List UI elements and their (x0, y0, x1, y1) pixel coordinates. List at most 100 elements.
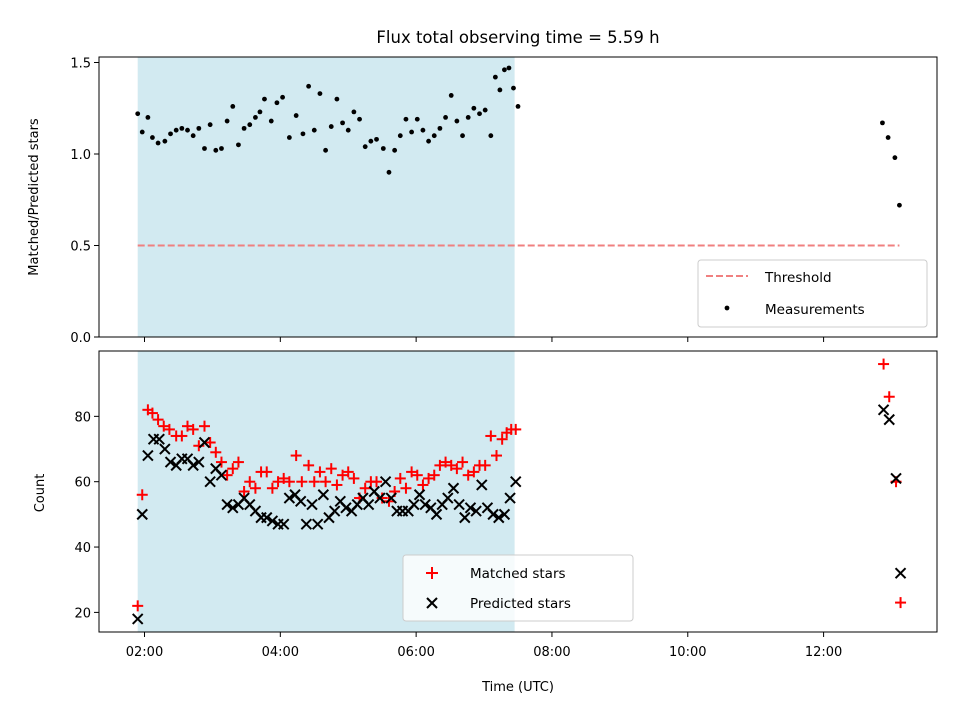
matched-star-point (325, 463, 337, 475)
predicted-star-point (215, 469, 228, 481)
matched-legend-swatch (426, 567, 438, 579)
measurement-point (345, 127, 351, 133)
predicted-star-point (136, 508, 148, 521)
matched-star-point (176, 430, 188, 442)
x-axis-label: Time (UTC) (481, 680, 554, 695)
matched-star-point (331, 479, 343, 491)
measurement-point (477, 111, 482, 117)
predicted-star-point (193, 456, 205, 468)
matched-star-point (261, 466, 273, 478)
measurement-point (397, 133, 403, 139)
ratio-plot-frame (98, 56, 938, 338)
matched-star-point (457, 456, 469, 468)
measurement-point (460, 133, 465, 139)
x-tick-label: 10:00 (669, 645, 706, 660)
measurement-point (880, 120, 885, 126)
matched-star-point (210, 446, 222, 458)
predicted-legend-swatch (426, 597, 438, 609)
matched-star-point (227, 463, 239, 475)
measurement-point (213, 147, 219, 153)
y-tick-label: 1.5 (70, 56, 91, 71)
measurement-point (448, 93, 454, 98)
predicted-star-point (153, 433, 165, 445)
y-tick-label: 80 (74, 410, 91, 425)
threshold-legend-label: Threshold (764, 270, 832, 286)
measurements-legend-swatch (724, 305, 730, 311)
matched-star-point (290, 450, 302, 462)
matched-star-point (238, 486, 250, 497)
measurement-point (247, 122, 253, 128)
measurement-point (511, 85, 516, 91)
predicted-star-point (894, 567, 907, 579)
measurement-point (145, 114, 151, 120)
predicted-star-point (142, 449, 154, 462)
matched-star-point (468, 466, 480, 478)
matched-star-point (308, 476, 320, 488)
measurement-point (334, 96, 340, 102)
measurement-point (414, 116, 420, 122)
x-tick-label: 12:00 (805, 645, 842, 660)
matched-star-point (146, 407, 158, 419)
measurement-point (306, 83, 312, 89)
matched-star-point (232, 456, 244, 468)
matched-star-point (163, 423, 175, 435)
matched-star-point (283, 476, 295, 488)
measurement-point (196, 125, 202, 131)
predicted-star-point (890, 472, 902, 485)
predicted-star-point (328, 505, 341, 517)
y-tick-label: 0.5 (70, 239, 91, 254)
measurement-point (885, 135, 891, 140)
predicted-star-point (476, 479, 488, 491)
measurement-point (268, 118, 274, 124)
ratio-legend-box (697, 259, 928, 328)
matched-star-point (462, 469, 474, 481)
matched-star-point (417, 479, 429, 491)
matched-star-point (204, 436, 216, 448)
predicted-star-point (877, 404, 890, 416)
predicted-star-point (430, 508, 443, 521)
measurement-point (274, 100, 280, 106)
measurement-point (262, 96, 267, 102)
measurement-point (374, 136, 379, 142)
matched-star-point (266, 482, 278, 494)
count-series-layer (132, 358, 907, 625)
measurement-point (293, 113, 299, 118)
predicted-star-point (385, 492, 397, 504)
predicted-star-point (498, 508, 511, 521)
measurement-point (185, 127, 190, 133)
measurement-point (351, 109, 357, 115)
measurement-point (465, 114, 471, 120)
predicted-star-point (442, 492, 454, 504)
measurement-point (488, 133, 494, 139)
measurement-point (897, 202, 902, 208)
predicted-star-point (278, 518, 290, 530)
matched-star-point (451, 463, 463, 475)
predicted-star-point (132, 613, 144, 625)
count-y-axis-label: Count (33, 474, 48, 513)
matched-star-point (303, 459, 315, 471)
x-tick-label: 02:00 (126, 645, 163, 660)
x-tick-label: 06:00 (397, 645, 434, 660)
matched-star-point (434, 459, 446, 471)
matched-star-point (428, 469, 440, 481)
matched-star-point (490, 450, 502, 462)
measurement-point (241, 125, 247, 131)
measurement-point (392, 147, 398, 153)
predicted-star-point (374, 492, 386, 504)
predicted-star-point (413, 489, 426, 501)
measurement-point (207, 122, 213, 128)
measurement-point (409, 129, 415, 135)
ratio-series-layer (135, 65, 902, 247)
matched-star-point (479, 459, 491, 471)
matched-star-point (182, 420, 194, 432)
predicted-star-point (300, 518, 313, 530)
matched-star-point (244, 476, 256, 488)
matched-star-point (152, 414, 164, 426)
matched-star-point (320, 476, 332, 488)
measurement-point (202, 146, 207, 151)
ratio-y-axis-label: Matched/Predicted stars (27, 118, 42, 276)
matched-star-point (198, 420, 210, 432)
predicted-star-point (164, 456, 177, 468)
count-legend: Matched stars Predicted stars (402, 554, 634, 622)
